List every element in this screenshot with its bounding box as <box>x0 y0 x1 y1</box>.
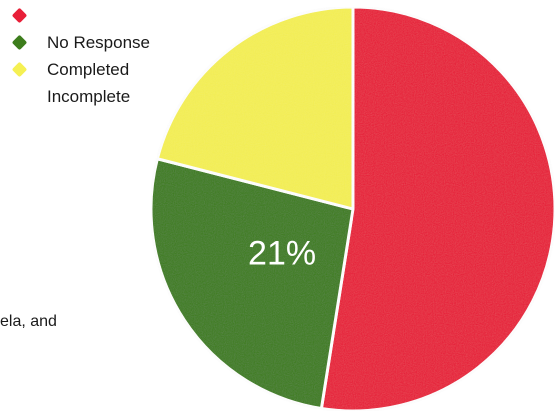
legend: No Response Completed Incomplete <box>6 2 150 110</box>
legend-marker-yellow <box>11 61 28 78</box>
legend-item-no-response: No Response <box>6 29 150 56</box>
legend-item-incomplete: Incomplete <box>6 83 150 110</box>
legend-label: Incomplete <box>47 86 131 106</box>
pie-slice <box>149 156 355 411</box>
pie-slice-labels: 21% <box>248 235 316 273</box>
legend-label: No Response <box>47 32 151 52</box>
legend-marker-green <box>11 34 28 51</box>
pie-slice <box>155 5 355 211</box>
pie-slice-label: 21% <box>248 235 316 273</box>
legend-item-red <box>6 2 150 29</box>
pie-slice <box>319 5 555 413</box>
cropped-text: ela, and <box>0 313 57 330</box>
legend-label: Completed <box>47 59 130 79</box>
legend-marker-red <box>11 7 28 24</box>
pie-slices <box>149 5 555 413</box>
legend-item-completed: Completed <box>6 56 150 83</box>
